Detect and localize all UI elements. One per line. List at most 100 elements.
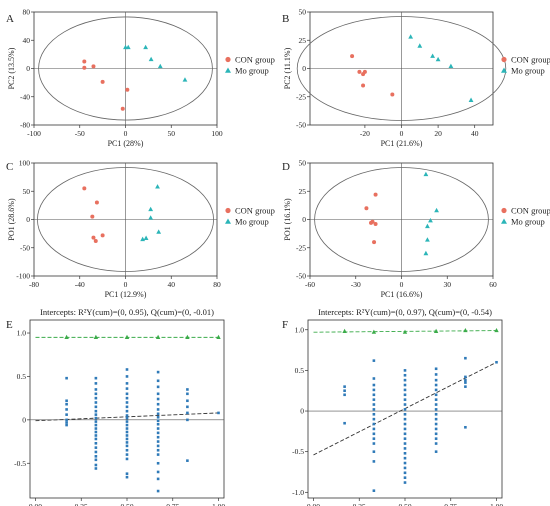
y-tick-label: -0.5 bbox=[14, 459, 26, 468]
q2-point bbox=[434, 378, 438, 382]
q2-point bbox=[372, 427, 376, 431]
mo-point bbox=[423, 171, 429, 177]
mo-point bbox=[156, 229, 162, 234]
q2-point bbox=[125, 392, 129, 396]
y-axis-label: PC2 (13.5%) bbox=[7, 47, 16, 89]
confidence-ellipse bbox=[314, 167, 489, 272]
q2-point bbox=[125, 409, 129, 413]
q2-point bbox=[186, 388, 189, 391]
x-tick-label: -100 bbox=[27, 129, 41, 138]
q2-point bbox=[434, 373, 438, 376]
q2-point bbox=[156, 408, 160, 411]
q2-point bbox=[125, 414, 129, 417]
r2-point bbox=[342, 328, 347, 333]
q2-point bbox=[156, 385, 160, 389]
q2-point bbox=[125, 416, 129, 420]
x-tick-label: 0.00 bbox=[29, 502, 42, 506]
mo-point bbox=[408, 34, 414, 39]
q2-point bbox=[403, 422, 407, 426]
x-axis-label: PC1 (12.9%) bbox=[105, 290, 147, 299]
confidence-ellipse bbox=[296, 16, 507, 121]
q2-point bbox=[372, 442, 376, 445]
legend-con-marker bbox=[501, 56, 507, 63]
q2-point bbox=[125, 453, 129, 456]
q2-point bbox=[156, 370, 160, 374]
y-tick-label: 1.0 bbox=[17, 329, 27, 338]
r2-point bbox=[371, 329, 377, 334]
q2-point bbox=[94, 392, 98, 396]
x-tick-label: 0.25 bbox=[353, 502, 366, 506]
con-point bbox=[91, 64, 96, 69]
r2-point bbox=[433, 328, 439, 333]
q2-point bbox=[156, 392, 160, 396]
q2-point bbox=[372, 408, 376, 411]
legend-label: Mo group bbox=[235, 217, 269, 227]
q2-point bbox=[403, 373, 407, 377]
mo-point bbox=[430, 53, 436, 58]
q2-point bbox=[403, 447, 407, 450]
q2-point bbox=[434, 417, 438, 421]
x-axis-label: PC1 (21.6%) bbox=[381, 139, 423, 148]
q2-point bbox=[343, 393, 346, 397]
con-point bbox=[373, 192, 378, 197]
q2-point bbox=[403, 388, 407, 392]
q2-point bbox=[94, 455, 98, 458]
q2-point bbox=[94, 413, 98, 416]
mo-point bbox=[143, 44, 149, 50]
q2-point bbox=[372, 432, 376, 436]
q2-point bbox=[403, 408, 407, 411]
panel-letter: E bbox=[6, 319, 13, 331]
panel-d: D -60 -30 0 30 60 -50 -25 0 25 50 PC1 (16.6%) PO1 (1… bbox=[282, 159, 550, 300]
confidence-ellipse bbox=[37, 167, 214, 272]
panel-a: A -100 -50 0 50 100 -80 -40 0 40 80 PC1 (28%) PC2 (1… bbox=[6, 8, 275, 149]
q2-point bbox=[434, 388, 438, 392]
q2-point bbox=[434, 367, 438, 371]
q2-point bbox=[434, 432, 438, 436]
x-tick-label: 0 bbox=[124, 129, 128, 138]
y-tick-label: 0 bbox=[26, 64, 30, 73]
q2-point bbox=[464, 356, 467, 360]
q2-point bbox=[125, 430, 129, 434]
q2-point bbox=[403, 378, 407, 382]
q2-point bbox=[65, 399, 68, 403]
q2-point bbox=[94, 463, 98, 467]
q2-point bbox=[156, 435, 160, 439]
y-tick-label: 0.5 bbox=[17, 372, 27, 381]
x-tick-label: 30 bbox=[444, 280, 452, 289]
y-tick-label: -100 bbox=[16, 272, 30, 281]
legend-label: Mo group bbox=[235, 66, 269, 76]
q2-point bbox=[464, 385, 467, 388]
mo-point bbox=[155, 184, 160, 189]
mo-point bbox=[468, 97, 474, 102]
permutation-title: Intercepts: R²Y(cum)=(0, 0.95), Q(cum)=(… bbox=[40, 307, 214, 317]
q2-point bbox=[65, 423, 68, 427]
q2-point bbox=[125, 420, 129, 423]
q2-point bbox=[343, 421, 346, 425]
con-point bbox=[93, 238, 98, 243]
q2-point bbox=[65, 376, 68, 380]
r2-point bbox=[402, 329, 408, 334]
q2-point bbox=[65, 402, 68, 406]
q2-point bbox=[403, 461, 407, 465]
q2-point bbox=[125, 401, 129, 404]
mo-point bbox=[148, 56, 154, 62]
q2-point bbox=[156, 448, 160, 452]
q2-point bbox=[156, 412, 160, 416]
x-tick-label: -40 bbox=[75, 280, 85, 289]
y-tick-label: 50 bbox=[299, 159, 307, 168]
q2-point bbox=[403, 398, 407, 401]
q2-point bbox=[125, 444, 129, 448]
y-axis-label: PC2 (11.1%) bbox=[283, 47, 292, 89]
q2-point bbox=[125, 375, 129, 378]
mo-point bbox=[140, 236, 146, 242]
y-tick-label: 25 bbox=[299, 187, 307, 196]
q2-point bbox=[343, 389, 346, 393]
q2-point bbox=[94, 401, 98, 404]
r2-point bbox=[93, 334, 99, 339]
q2-point bbox=[125, 382, 129, 385]
q2-point bbox=[403, 456, 407, 460]
q2-point bbox=[125, 457, 129, 461]
r2-point bbox=[155, 334, 161, 339]
panel-letter: C bbox=[6, 161, 13, 173]
